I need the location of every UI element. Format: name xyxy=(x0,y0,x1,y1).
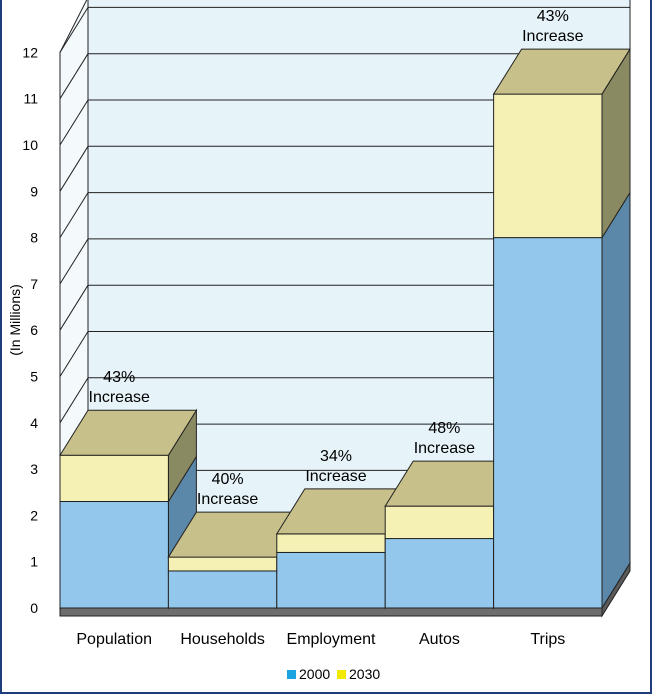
annotation-households: 40% Increase xyxy=(197,471,258,508)
gridline-side xyxy=(59,146,89,192)
gridline-side xyxy=(59,7,89,53)
bar-segment-2030 xyxy=(59,454,169,503)
y-tick-label: 1 xyxy=(30,554,38,570)
y-axis-label: (In Millions) xyxy=(7,284,23,356)
legend: 2000 2030 xyxy=(287,666,380,682)
gridline-side xyxy=(59,331,89,377)
y-tick-label: 12 xyxy=(22,44,38,60)
legend-item-2030: 2030 xyxy=(337,666,380,682)
annotation-text: Increase xyxy=(522,28,583,45)
bar-segment-2030 xyxy=(493,93,603,239)
bar-side-2000 xyxy=(601,190,631,610)
bar-segment-2000 xyxy=(493,237,603,609)
y-tick-label: 9 xyxy=(30,183,38,199)
legend-swatch xyxy=(287,670,296,679)
annotation-autos: 48% Increase xyxy=(414,420,475,457)
annotation-text: Increase xyxy=(305,468,366,485)
floor-front xyxy=(59,607,603,617)
y-tick-label: 5 xyxy=(30,369,38,385)
bar-top xyxy=(492,48,631,95)
gridline-side xyxy=(59,53,89,99)
y-tick-label: 7 xyxy=(30,276,38,292)
annotation-text: Increase xyxy=(197,491,258,508)
bar-top xyxy=(59,409,198,456)
gridline-side xyxy=(59,238,89,285)
annotation-percent: 48% xyxy=(428,420,460,437)
bar-segment-2030 xyxy=(167,556,278,572)
y-tick-label: 2 xyxy=(30,507,38,523)
annotation-employment: 34% Increase xyxy=(305,448,366,485)
annotation-population: 43% Increase xyxy=(89,369,150,406)
bar-segment-2000 xyxy=(276,551,386,609)
y-tick-label: 10 xyxy=(22,137,38,153)
annotation-trips: 43% Increase xyxy=(522,8,583,45)
legend-swatch xyxy=(337,670,346,679)
x-tick-label: Trips xyxy=(530,631,565,648)
legend-label: 2030 xyxy=(349,666,380,682)
bar-segment-2030 xyxy=(276,533,386,553)
x-tick-label: Households xyxy=(180,631,265,648)
annotation-percent: 43% xyxy=(537,8,569,25)
bar-trips xyxy=(492,47,631,610)
gridline-side xyxy=(59,99,89,146)
x-tick-label: Autos xyxy=(419,631,460,648)
annotation-percent: 40% xyxy=(212,471,244,488)
y-tick-label: 8 xyxy=(30,230,38,246)
annotation-percent: 43% xyxy=(103,369,135,386)
annotation-text: Increase xyxy=(89,389,150,406)
y-tick-label: 0 xyxy=(30,600,38,616)
bar-segment-2030 xyxy=(384,505,495,540)
bar-segment-2000 xyxy=(167,570,278,609)
x-tick-label: Population xyxy=(76,631,152,648)
annotation-percent: 34% xyxy=(320,448,352,465)
legend-label: 2000 xyxy=(299,666,330,682)
y-tick-label: 3 xyxy=(30,461,38,477)
bars xyxy=(59,47,631,610)
legend-item-2000: 2000 xyxy=(287,666,330,682)
x-axis-labels: Population Households Employment Autos Trips xyxy=(76,631,565,648)
bar-segment-2000 xyxy=(59,501,169,609)
gridline-side xyxy=(59,377,89,424)
gridline-side xyxy=(59,192,89,238)
annotations: 43% Increase 40% Increase 34% Increase 48% Incr… xyxy=(89,8,584,508)
y-tick-label: 6 xyxy=(30,322,38,338)
x-tick-label: Employment xyxy=(287,631,376,648)
y-tick-label: 11 xyxy=(23,91,38,107)
y-tick-label: 4 xyxy=(30,415,38,431)
gridline-side xyxy=(59,284,89,331)
bar-segment-2000 xyxy=(384,538,495,609)
annotation-text: Increase xyxy=(414,440,475,457)
